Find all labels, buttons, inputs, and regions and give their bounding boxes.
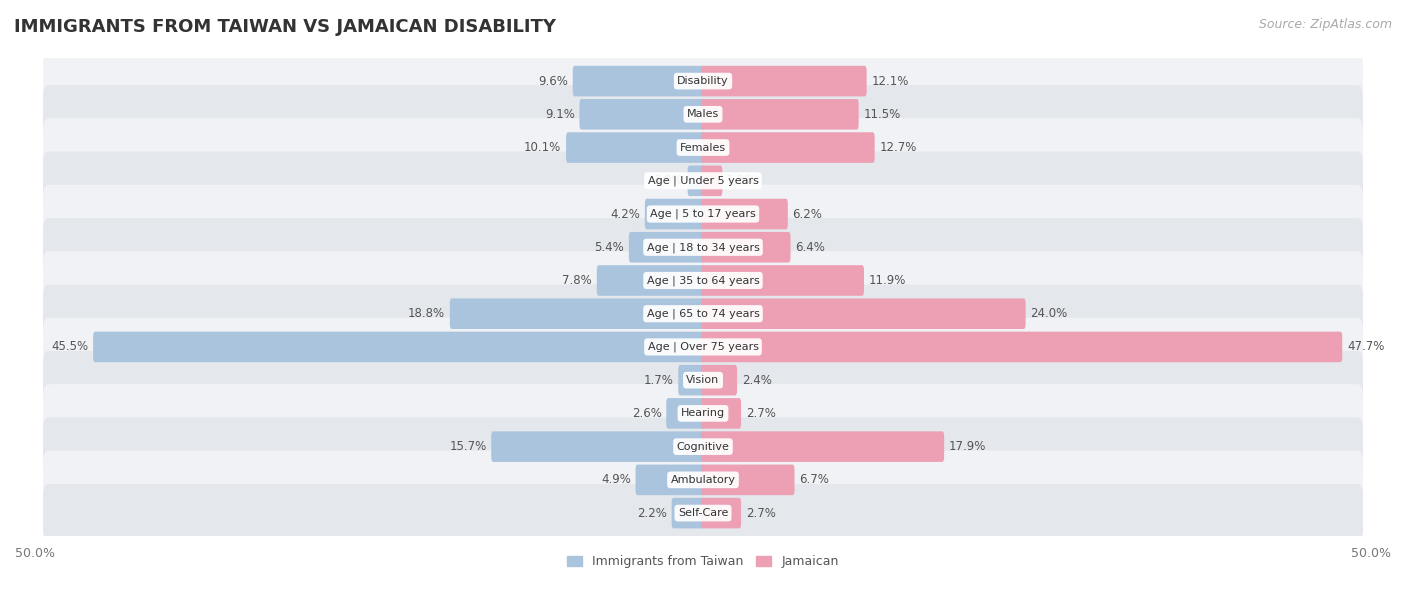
FancyBboxPatch shape xyxy=(702,398,741,428)
Text: 47.7%: 47.7% xyxy=(1347,340,1385,354)
FancyBboxPatch shape xyxy=(44,351,1362,409)
Text: 11.5%: 11.5% xyxy=(863,108,901,121)
Text: Age | 18 to 34 years: Age | 18 to 34 years xyxy=(647,242,759,253)
FancyBboxPatch shape xyxy=(44,85,1362,144)
Text: 11.9%: 11.9% xyxy=(869,274,905,287)
FancyBboxPatch shape xyxy=(645,199,704,230)
Text: 2.6%: 2.6% xyxy=(631,407,662,420)
FancyBboxPatch shape xyxy=(44,152,1362,210)
Text: Age | 35 to 64 years: Age | 35 to 64 years xyxy=(647,275,759,286)
FancyBboxPatch shape xyxy=(596,265,704,296)
Text: 4.9%: 4.9% xyxy=(600,473,631,487)
FancyBboxPatch shape xyxy=(702,66,866,96)
Text: 15.7%: 15.7% xyxy=(450,440,486,453)
FancyBboxPatch shape xyxy=(702,99,859,130)
Text: 9.6%: 9.6% xyxy=(538,75,568,88)
Text: Self-Care: Self-Care xyxy=(678,508,728,518)
Text: Females: Females xyxy=(681,143,725,152)
Text: 2.7%: 2.7% xyxy=(745,407,776,420)
FancyBboxPatch shape xyxy=(44,185,1362,243)
FancyBboxPatch shape xyxy=(44,318,1362,376)
FancyBboxPatch shape xyxy=(702,465,794,495)
Text: Males: Males xyxy=(688,110,718,119)
Text: IMMIGRANTS FROM TAIWAN VS JAMAICAN DISABILITY: IMMIGRANTS FROM TAIWAN VS JAMAICAN DISAB… xyxy=(14,18,555,36)
Text: Cognitive: Cognitive xyxy=(676,442,730,452)
FancyBboxPatch shape xyxy=(702,199,787,230)
FancyBboxPatch shape xyxy=(702,431,945,462)
FancyBboxPatch shape xyxy=(44,384,1362,442)
FancyBboxPatch shape xyxy=(44,52,1362,110)
FancyBboxPatch shape xyxy=(702,165,723,196)
FancyBboxPatch shape xyxy=(672,498,704,528)
Text: 24.0%: 24.0% xyxy=(1031,307,1067,320)
Text: 1.3%: 1.3% xyxy=(727,174,756,187)
Text: 17.9%: 17.9% xyxy=(949,440,986,453)
Text: 2.2%: 2.2% xyxy=(637,507,666,520)
Text: Age | 65 to 74 years: Age | 65 to 74 years xyxy=(647,308,759,319)
Text: 2.7%: 2.7% xyxy=(745,507,776,520)
Text: 10.1%: 10.1% xyxy=(524,141,561,154)
Legend: Immigrants from Taiwan, Jamaican: Immigrants from Taiwan, Jamaican xyxy=(562,550,844,573)
FancyBboxPatch shape xyxy=(44,118,1362,177)
Text: 5.4%: 5.4% xyxy=(595,241,624,254)
FancyBboxPatch shape xyxy=(44,252,1362,310)
FancyBboxPatch shape xyxy=(702,299,1025,329)
Text: 9.1%: 9.1% xyxy=(546,108,575,121)
FancyBboxPatch shape xyxy=(44,484,1362,542)
FancyBboxPatch shape xyxy=(678,365,704,395)
FancyBboxPatch shape xyxy=(579,99,704,130)
Text: Hearing: Hearing xyxy=(681,408,725,419)
FancyBboxPatch shape xyxy=(44,285,1362,343)
Text: 1.0%: 1.0% xyxy=(654,174,683,187)
FancyBboxPatch shape xyxy=(636,465,704,495)
FancyBboxPatch shape xyxy=(491,431,704,462)
Text: 6.7%: 6.7% xyxy=(799,473,830,487)
FancyBboxPatch shape xyxy=(44,417,1362,476)
FancyBboxPatch shape xyxy=(44,218,1362,277)
FancyBboxPatch shape xyxy=(44,450,1362,509)
FancyBboxPatch shape xyxy=(702,498,741,528)
FancyBboxPatch shape xyxy=(450,299,704,329)
Text: 18.8%: 18.8% xyxy=(408,307,446,320)
Text: Disability: Disability xyxy=(678,76,728,86)
Text: Age | Over 75 years: Age | Over 75 years xyxy=(648,341,758,352)
FancyBboxPatch shape xyxy=(572,66,704,96)
FancyBboxPatch shape xyxy=(702,232,790,263)
FancyBboxPatch shape xyxy=(666,398,704,428)
FancyBboxPatch shape xyxy=(702,132,875,163)
Text: Source: ZipAtlas.com: Source: ZipAtlas.com xyxy=(1258,18,1392,31)
FancyBboxPatch shape xyxy=(702,365,737,395)
Text: Age | 5 to 17 years: Age | 5 to 17 years xyxy=(650,209,756,219)
FancyBboxPatch shape xyxy=(93,332,704,362)
Text: 4.2%: 4.2% xyxy=(610,207,640,220)
FancyBboxPatch shape xyxy=(567,132,704,163)
Text: 12.7%: 12.7% xyxy=(879,141,917,154)
Text: 2.4%: 2.4% xyxy=(742,374,772,387)
Text: Vision: Vision xyxy=(686,375,720,385)
Text: 12.1%: 12.1% xyxy=(872,75,908,88)
Text: 6.2%: 6.2% xyxy=(793,207,823,220)
Text: 7.8%: 7.8% xyxy=(562,274,592,287)
FancyBboxPatch shape xyxy=(628,232,704,263)
FancyBboxPatch shape xyxy=(702,332,1343,362)
Text: Age | Under 5 years: Age | Under 5 years xyxy=(648,176,758,186)
FancyBboxPatch shape xyxy=(688,165,704,196)
Text: Ambulatory: Ambulatory xyxy=(671,475,735,485)
Text: 6.4%: 6.4% xyxy=(796,241,825,254)
Text: 45.5%: 45.5% xyxy=(51,340,89,354)
FancyBboxPatch shape xyxy=(702,265,865,296)
Text: 1.7%: 1.7% xyxy=(644,374,673,387)
